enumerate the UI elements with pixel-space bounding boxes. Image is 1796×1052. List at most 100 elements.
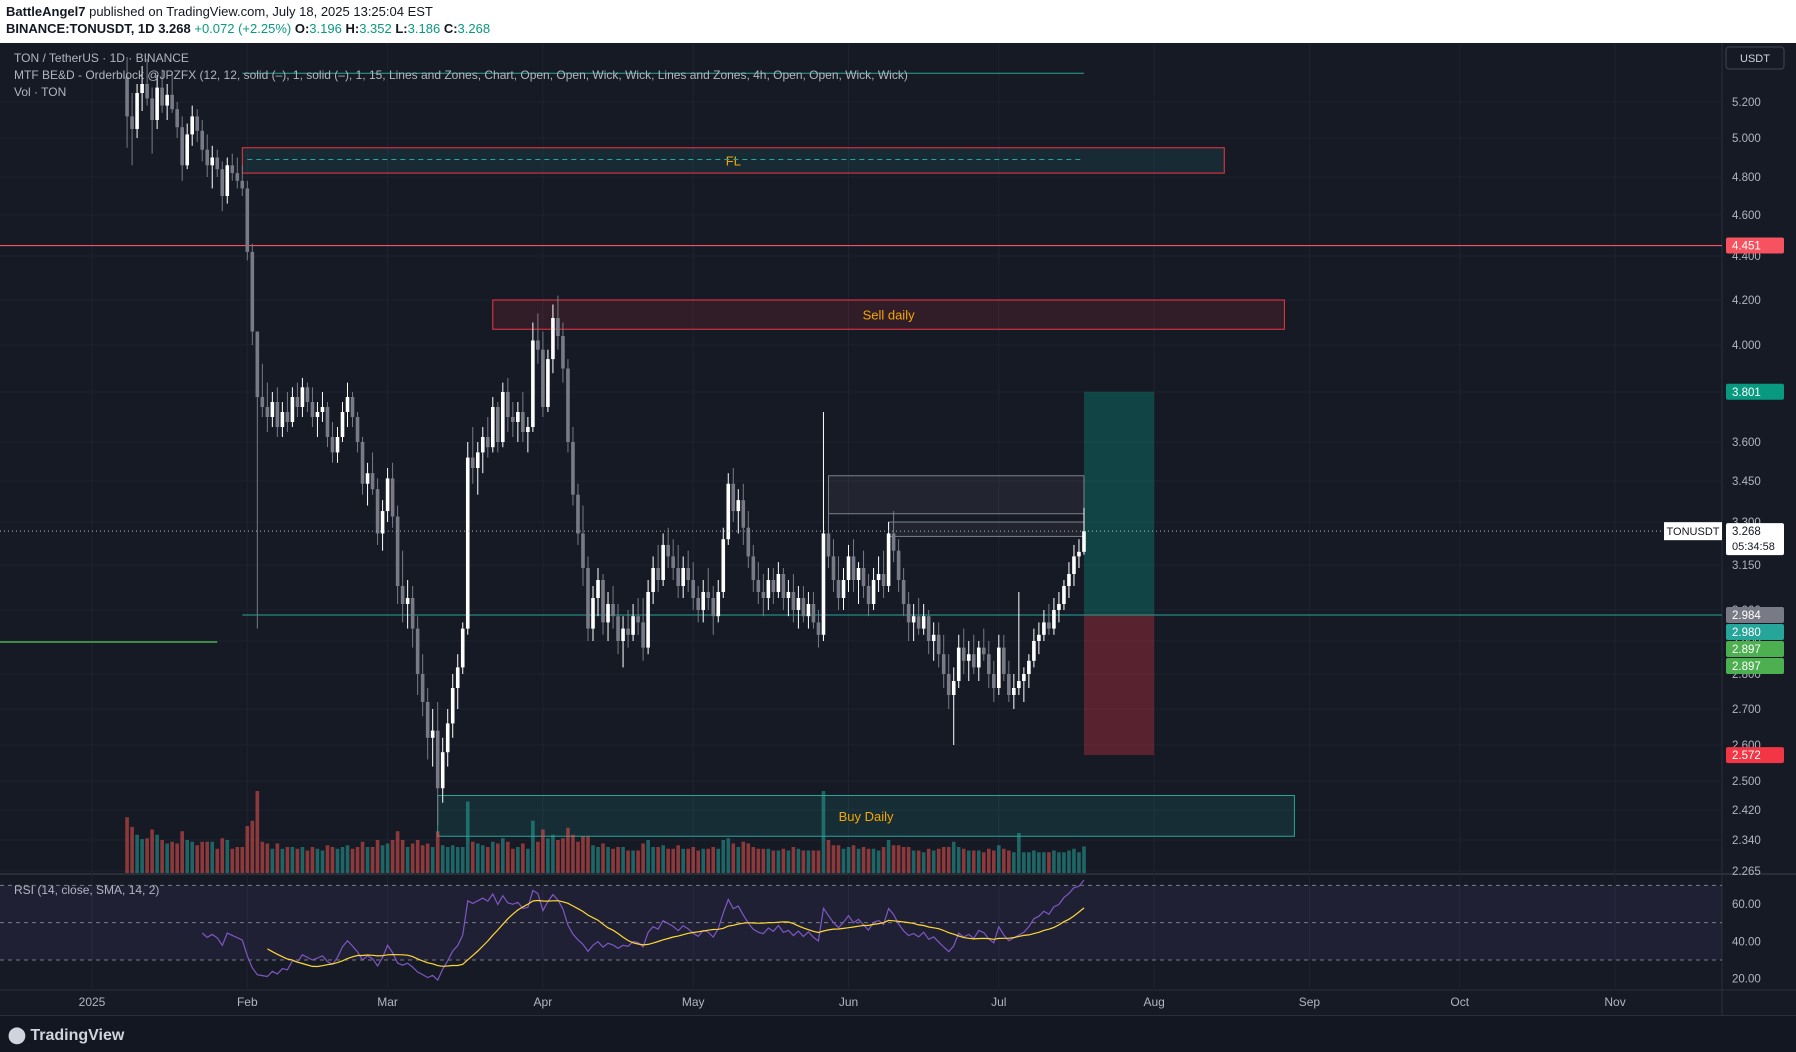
price-label-bg bbox=[1726, 237, 1784, 254]
volume-bar bbox=[926, 848, 931, 873]
brand-text: TradingView bbox=[30, 1027, 125, 1044]
candle-body bbox=[992, 674, 996, 688]
candle-body bbox=[135, 93, 139, 129]
candle-body bbox=[405, 598, 410, 604]
volume-bar bbox=[1002, 848, 1006, 873]
y-axis-tick: 4.800 bbox=[1732, 172, 1761, 184]
candle-body bbox=[751, 556, 756, 580]
x-axis-label: Apr bbox=[534, 995, 553, 1009]
open-label: O: bbox=[294, 21, 310, 36]
candle-body bbox=[380, 511, 385, 534]
candle-body bbox=[470, 457, 475, 468]
candle-body bbox=[761, 592, 766, 598]
zone-label: Buy Daily bbox=[839, 809, 894, 824]
candle-body bbox=[956, 647, 961, 681]
volume-bar bbox=[941, 847, 946, 873]
candle-body bbox=[480, 437, 485, 453]
candle-body bbox=[475, 452, 480, 468]
volume-bar bbox=[320, 850, 325, 873]
volume-bar bbox=[1012, 852, 1016, 873]
volume-bar bbox=[350, 848, 355, 873]
volume-bar bbox=[330, 847, 335, 873]
volume-bar bbox=[195, 845, 200, 873]
volume-bar bbox=[591, 845, 595, 873]
candle-body bbox=[541, 349, 545, 407]
volume-bar bbox=[836, 845, 841, 873]
volume-bar bbox=[185, 840, 189, 873]
volume-bar bbox=[1067, 850, 1071, 873]
y-axis-tick: 3.600 bbox=[1732, 437, 1761, 449]
candle-body bbox=[841, 580, 846, 598]
candle-body bbox=[891, 533, 896, 551]
candle-body bbox=[350, 397, 355, 417]
candle-body bbox=[606, 604, 610, 623]
candle-body bbox=[260, 397, 265, 407]
candle-body bbox=[230, 165, 235, 174]
candle-body bbox=[836, 580, 841, 598]
candle-body bbox=[576, 494, 580, 534]
legend-indicator[interactable]: MTF BE&D - Orderblock @JPZFX (12, 12, so… bbox=[14, 68, 908, 82]
volume-bar bbox=[310, 847, 315, 873]
candle-body bbox=[516, 412, 520, 422]
candle-body bbox=[170, 94, 174, 110]
volume-bar bbox=[290, 847, 295, 873]
volume-bar bbox=[776, 850, 781, 873]
candle-body bbox=[821, 533, 826, 635]
volume-bar bbox=[491, 841, 495, 873]
volume-bar bbox=[761, 848, 766, 873]
footer-bar: ⬤ TradingView bbox=[0, 1015, 1796, 1052]
candle-body bbox=[1057, 604, 1061, 610]
candle-body bbox=[190, 116, 194, 135]
volume-bar bbox=[1062, 852, 1066, 873]
high-value: 3.352 bbox=[359, 21, 392, 36]
price-label: 3.801 bbox=[1732, 387, 1761, 399]
candle-body bbox=[671, 556, 675, 568]
volume-bar bbox=[511, 848, 515, 873]
volume-bar bbox=[841, 848, 846, 873]
candle-body bbox=[706, 592, 711, 598]
candle-body bbox=[250, 251, 255, 332]
candle-body bbox=[345, 397, 350, 412]
volume-bar bbox=[781, 848, 786, 873]
candle-body bbox=[235, 173, 240, 181]
y-axis-tick: 2.500 bbox=[1732, 776, 1761, 788]
volume-bar bbox=[911, 850, 916, 873]
volume-bar bbox=[616, 847, 620, 873]
volume-bar bbox=[561, 838, 565, 873]
candle-body bbox=[365, 473, 370, 484]
volume-bar bbox=[966, 850, 971, 873]
volume-bar bbox=[220, 838, 225, 873]
volume-bar bbox=[981, 852, 986, 873]
volume-bar bbox=[205, 841, 210, 873]
y-axis-tick: 3.450 bbox=[1732, 476, 1761, 488]
candle-body bbox=[335, 437, 340, 453]
tradingview-logo[interactable]: ⬤ TradingView bbox=[8, 1025, 124, 1045]
volume-bar bbox=[380, 845, 385, 873]
price-label: 4.451 bbox=[1732, 241, 1761, 253]
candle-body bbox=[661, 544, 665, 580]
rsi-ma-line bbox=[267, 899, 1085, 968]
candle-body bbox=[130, 116, 134, 129]
volume-bar bbox=[135, 834, 139, 873]
candle-body bbox=[400, 586, 405, 604]
legend-symbol[interactable]: TON / TetherUS · 1D · BINANCE bbox=[14, 51, 189, 65]
volume-bar bbox=[596, 847, 600, 873]
legend-volume[interactable]: Vol · TON bbox=[14, 85, 67, 99]
change-text: +0.072 (+2.25%) bbox=[194, 21, 292, 36]
volume-bar bbox=[370, 847, 375, 873]
candle-body bbox=[195, 116, 200, 131]
volume-bar bbox=[551, 834, 555, 873]
candle-body bbox=[601, 580, 605, 623]
x-axis-label: Jun bbox=[839, 995, 858, 1009]
candle-body bbox=[1072, 556, 1076, 574]
rsi-legend[interactable]: RSI (14, close, SMA, 14, 2) bbox=[14, 883, 160, 897]
volume-bar bbox=[521, 843, 525, 873]
volume-bar bbox=[526, 848, 530, 873]
chart-area[interactable]: FL Sell daily Buy Daily TONUSDT 5.200 5.000 4.… bbox=[0, 43, 1796, 1015]
y-axis-tick: 2.340 bbox=[1732, 835, 1761, 847]
price-chart[interactable]: FL Sell daily Buy Daily TONUSDT 5.200 5.000 4.… bbox=[0, 43, 1796, 1015]
volume-bar bbox=[460, 847, 465, 873]
volume-bar bbox=[696, 850, 701, 873]
volume-bar bbox=[916, 850, 921, 873]
publisher-name[interactable]: BattleAngel7 bbox=[6, 4, 86, 19]
